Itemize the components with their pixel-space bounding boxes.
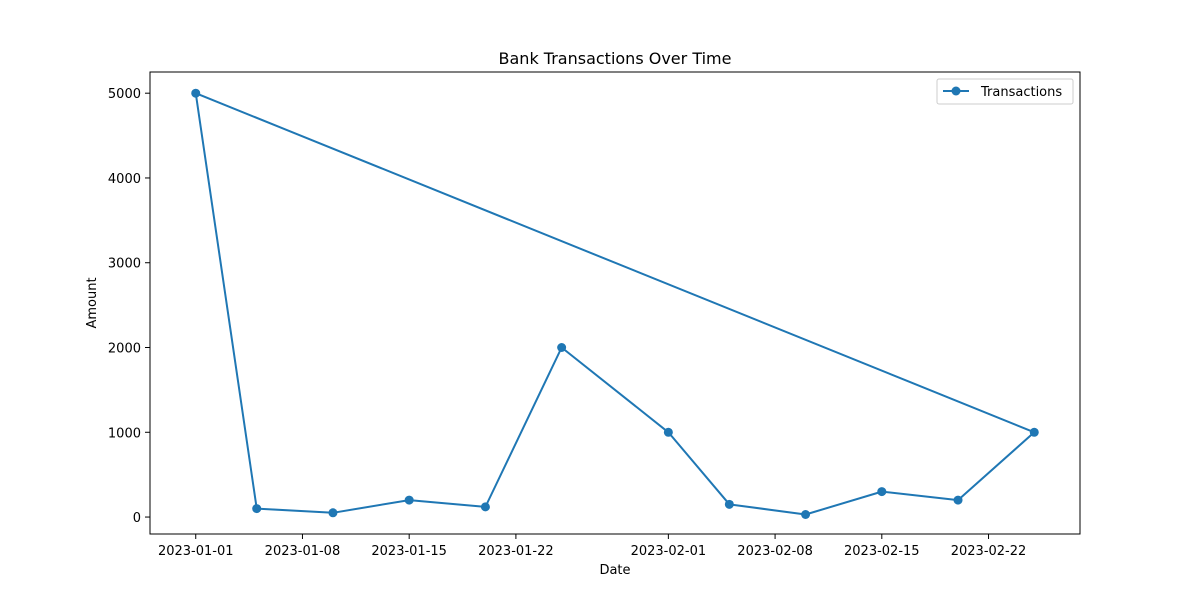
data-point	[191, 88, 201, 98]
y-tick-label: 0	[133, 511, 141, 526]
data-point	[252, 504, 262, 514]
x-tick-label: 2023-01-01	[158, 544, 234, 559]
data-point	[328, 508, 338, 518]
x-tick-label: 2023-01-08	[265, 544, 341, 559]
data-point	[1029, 427, 1039, 437]
y-tick-label: 1000	[108, 426, 141, 441]
data-point	[480, 502, 490, 512]
legend-box	[936, 78, 1074, 105]
x-tick-label: 2023-01-22	[478, 544, 554, 559]
legend: Transactions	[936, 78, 1074, 105]
series-layer	[191, 88, 1039, 519]
data-point	[557, 343, 567, 352]
data-point	[404, 495, 414, 505]
y-tick-label: 3000	[108, 257, 141, 272]
legend-marker-sample	[951, 86, 961, 96]
x-tick-label: 2023-02-01	[631, 544, 707, 559]
y-axis-title: Amount	[85, 277, 100, 328]
data-point	[953, 495, 963, 505]
data-point	[724, 499, 734, 509]
data-point	[877, 487, 887, 497]
data-point	[801, 510, 811, 519]
plot-area	[150, 72, 1080, 534]
plot-frame	[149, 71, 1081, 535]
y-tick-label: 5000	[108, 87, 141, 102]
x-tick-label: 2023-02-08	[737, 544, 813, 559]
y-tick-label: 2000	[108, 342, 141, 357]
chart-title: Bank Transactions Over Time	[499, 49, 732, 68]
x-tick-label: 2023-02-15	[844, 544, 920, 559]
ticks-layer: 2023-01-01 2023-01-08 2023-01-15 2023-01-22…	[108, 87, 1026, 559]
y-tick-label: 4000	[108, 172, 141, 187]
data-point	[663, 427, 673, 437]
x-axis-title: Date	[599, 563, 630, 578]
x-tick-label: 2023-01-15	[371, 544, 447, 559]
x-tick-label: 2023-02-22	[951, 544, 1027, 559]
legend-label: Transactions	[980, 85, 1062, 100]
